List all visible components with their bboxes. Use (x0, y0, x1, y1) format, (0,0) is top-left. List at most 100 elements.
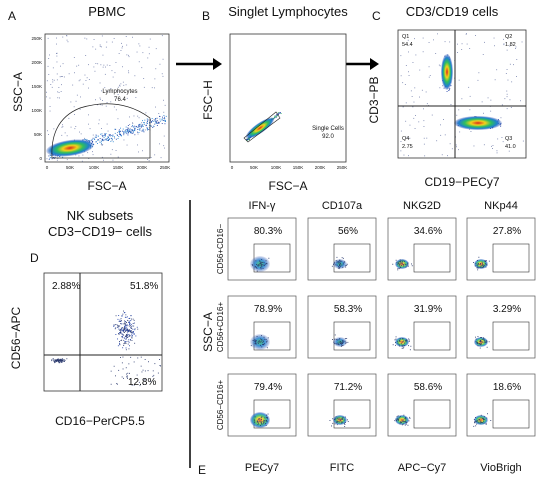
panel-e-event (483, 416, 485, 418)
panel-a-event (127, 130, 128, 132)
panel-e-event (403, 265, 405, 267)
panel-a-event (156, 125, 158, 126)
panel-d-event (131, 328, 133, 329)
panel-e-event (408, 420, 410, 422)
panel-d-event (117, 383, 118, 385)
panel-a-event (139, 128, 141, 130)
panel-d-event (121, 330, 123, 332)
panel-e-event (473, 425, 475, 427)
panel-d-event (55, 360, 57, 361)
panel-a-event (134, 130, 136, 132)
panel-a-event (153, 118, 155, 120)
panel-e-event (261, 346, 263, 348)
panel-c-event (522, 140, 524, 142)
panel-e-event (484, 260, 486, 261)
panel-b-xtick: 200K (315, 165, 326, 170)
panel-d-event (129, 321, 131, 323)
panel-e-event (481, 267, 483, 269)
panel-d-event (129, 322, 130, 324)
panel-d-event (59, 360, 61, 362)
panel-e-event (263, 421, 265, 423)
panel-d-event (63, 359, 65, 361)
panel-a-event (142, 129, 144, 131)
panel-c-event (433, 39, 434, 41)
panel-a-event (102, 144, 104, 145)
panel-c-event (500, 125, 502, 127)
panel-a-event (155, 48, 157, 50)
panel-e-event (254, 343, 256, 344)
panel-a-event (134, 127, 136, 129)
panel-d-event (133, 322, 135, 324)
panel-a-event (101, 128, 102, 129)
panel-a-event (161, 35, 163, 37)
panel-a-event (58, 87, 60, 88)
panel-c-event (505, 73, 507, 74)
panel-d-ur-value: 51.8% (130, 281, 158, 292)
panel-c-xlabel: CD19−PECy7 (424, 175, 499, 189)
panel-d-event (137, 357, 139, 359)
panel-e-event (479, 344, 481, 346)
panel-e-event (338, 266, 339, 268)
panel-d-event (125, 323, 126, 325)
panel-a-event (138, 61, 140, 63)
panel-a-event (154, 154, 156, 156)
panel-a-xtick: 0 (46, 165, 49, 170)
panel-c-event (413, 117, 415, 119)
panel-d-event (56, 360, 58, 362)
panel-e-event (482, 266, 484, 268)
panel-e-event (480, 414, 482, 416)
panel-d-event (120, 320, 122, 321)
panel-e-event (397, 415, 399, 417)
panel-e-event (399, 423, 401, 425)
panel-e-event (477, 336, 479, 337)
panel-d-event (124, 316, 126, 318)
panel-d-event (160, 365, 161, 367)
panel-b-density (245, 117, 275, 139)
panel-a-event (82, 154, 84, 156)
panel-a-event (92, 137, 94, 139)
panel-d-event (64, 359, 66, 361)
panel-e-event (332, 418, 334, 420)
panel-a-event (165, 120, 166, 122)
panel-e-event (407, 263, 409, 265)
panel-d-event (127, 325, 129, 327)
panel-d-event (58, 361, 59, 363)
panel-d-event (131, 336, 133, 338)
panel-d-events (51, 310, 161, 387)
panel-e-event (404, 424, 406, 426)
panel-e-event (476, 342, 478, 343)
panel-e-event (479, 340, 481, 342)
panel-a-event (115, 138, 117, 140)
panel-d-xlabel: CD16−PerCP5.5 (55, 414, 145, 428)
panel-a-event (46, 80, 48, 82)
panel-e-event (397, 418, 399, 420)
panel-d-event (152, 375, 154, 377)
panel-e-event (266, 263, 268, 265)
panel-e-event (342, 421, 343, 423)
panel-e-event (475, 420, 477, 422)
panel-d-event (57, 358, 59, 360)
panel-e-event (476, 342, 478, 344)
panel-c-event (408, 155, 409, 157)
panel-e-event (410, 345, 412, 347)
panel-a-event (122, 66, 123, 68)
panel-a-event (99, 45, 101, 47)
panel-e-value: 3.29% (493, 304, 521, 315)
panel-a-event (95, 48, 97, 50)
panel-a-event (99, 82, 101, 84)
panel-d-event (144, 370, 146, 372)
panel-a-event (141, 67, 143, 69)
panel-c-event (423, 126, 425, 127)
panel-c-event (442, 85, 443, 87)
panel-d-event (126, 375, 128, 377)
panel-a-event (127, 134, 129, 136)
panel-a-event (120, 50, 122, 51)
panel-e-event (265, 420, 267, 422)
panel-a-event (105, 133, 106, 135)
panel-c-event (506, 69, 508, 70)
panel-e-event (250, 345, 252, 347)
panel-d-event (52, 359, 54, 361)
panel-a-event (146, 120, 148, 122)
panel-c-event (506, 108, 508, 110)
panel-a-event (48, 155, 50, 157)
